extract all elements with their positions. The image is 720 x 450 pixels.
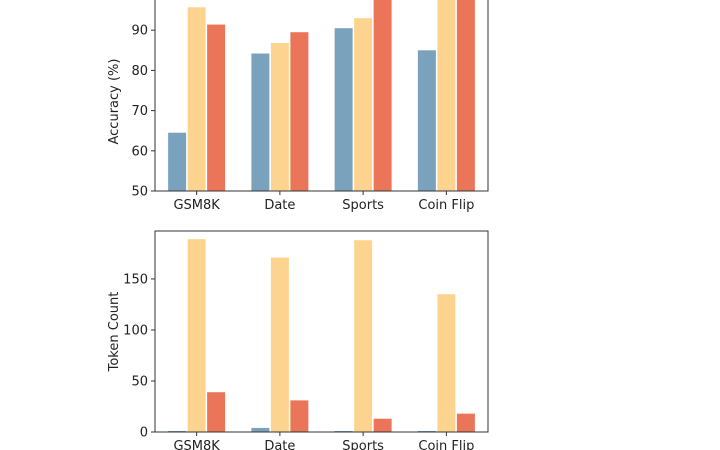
token-count-bar-2-1 — [290, 400, 309, 432]
accuracy-category-label-2: Sports — [342, 198, 384, 213]
accuracy-bar-2-1 — [290, 32, 309, 192]
accuracy-ytick-label-2: 70 — [131, 104, 148, 119]
token-count-axes-frame — [154, 230, 489, 433]
token-count-bar-0-0 — [168, 430, 187, 432]
token-count-bar-2-0 — [207, 392, 226, 432]
accuracy-ytick-label-0: 50 — [131, 185, 148, 200]
token-count-ytick-label-0: 0 — [140, 426, 148, 441]
token-count-ytick-label-3: 150 — [123, 272, 148, 287]
accuracy-chart: 50 60 70 80 90 GSM8K Date Sports Coin Flip Accura… — [107, 0, 489, 213]
accuracy-bar-1-3 — [437, 0, 456, 192]
token-count-bar-1-0 — [187, 239, 206, 432]
token-count-y-axis-label: Token Count — [107, 292, 122, 373]
accuracy-bar-1-1 — [270, 43, 289, 192]
token-count-bar-2-3 — [456, 413, 475, 432]
accuracy-axes-frame — [154, 0, 489, 192]
token-count-category-label-3: Coin Flip — [418, 439, 474, 450]
token-count-chart: 0 50 100 150 GSM8K Date Sports Coin Flip Token C… — [107, 230, 489, 450]
accuracy-bar-0-2 — [334, 28, 353, 191]
accuracy-bar-0-1 — [251, 53, 270, 191]
accuracy-category-label-3: Coin Flip — [418, 198, 474, 213]
token-count-bar-0-1 — [251, 427, 270, 432]
token-count-bar-1-3 — [437, 294, 456, 432]
token-count-bar-1-2 — [354, 240, 373, 432]
token-count-bar-0-2 — [334, 430, 353, 432]
token-count-bar-1-1 — [270, 257, 289, 432]
accuracy-bar-2-0 — [207, 24, 226, 191]
accuracy-bar-1-2 — [354, 18, 373, 191]
token-count-ytick-label-2: 100 — [123, 323, 148, 338]
token-count-category-label-1: Date — [264, 439, 295, 450]
accuracy-bar-1-0 — [187, 7, 206, 192]
token-count-bar-0-3 — [417, 430, 436, 432]
accuracy-category-label-1: Date — [264, 198, 295, 213]
accuracy-bar-2-2 — [373, 0, 392, 192]
token-count-category-label-0: GSM8K — [173, 439, 220, 450]
accuracy-bar-2-3 — [456, 0, 475, 192]
accuracy-bar-0-3 — [417, 50, 436, 191]
accuracy-ytick-label-4: 90 — [131, 24, 148, 39]
accuracy-ytick-label-3: 80 — [131, 64, 148, 79]
accuracy-category-label-0: GSM8K — [173, 198, 220, 213]
token-count-ytick-label-1: 50 — [131, 374, 148, 389]
accuracy-bar-0-0 — [168, 132, 187, 191]
token-count-category-label-2: Sports — [342, 439, 384, 450]
token-count-bar-2-2 — [373, 418, 392, 432]
accuracy-y-axis-label: Accuracy (%) — [107, 59, 122, 145]
accuracy-ytick-label-1: 60 — [131, 144, 148, 159]
